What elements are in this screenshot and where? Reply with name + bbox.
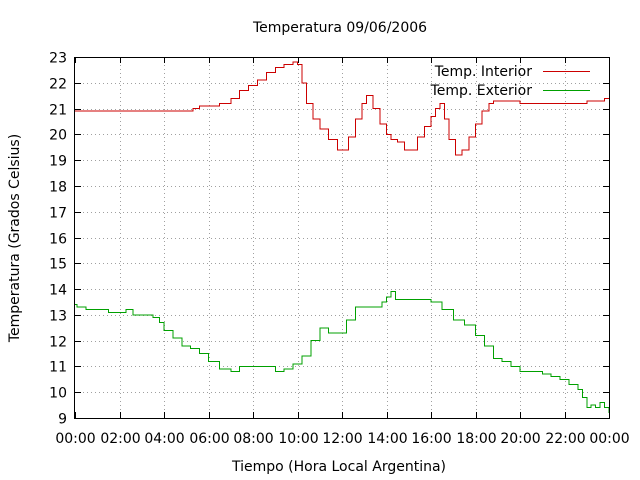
y-tick-label: 18 [49, 180, 67, 196]
x-tick-label: 16:00 [411, 431, 451, 447]
y-tick-label: 9 [58, 412, 67, 428]
chart-title: Temperatura 09/06/2006 [252, 20, 427, 36]
plot-frame [74, 57, 610, 419]
x-tick-label: 10:00 [278, 431, 318, 447]
x-tick-label: 14:00 [367, 431, 407, 447]
legend: Temp. Interior Temp. Exterior [430, 64, 590, 99]
y-tick-label: 16 [49, 232, 67, 248]
x-tick-label: 18:00 [456, 431, 496, 447]
x-tick-label: 06:00 [189, 431, 229, 447]
y-tick-label: 10 [49, 386, 67, 402]
x-tick-label: 22:00 [545, 431, 585, 447]
y-tick-label: 11 [49, 360, 67, 376]
y-tick-label: 19 [49, 154, 67, 170]
x-tick-label: 08:00 [233, 431, 273, 447]
y-tick-label: 20 [49, 128, 67, 144]
x-tick-label: 00:00 [589, 431, 629, 447]
x-tick-label: 00:00 [55, 431, 95, 447]
series-layer [75, 61, 610, 413]
x-axis-label: Tiempo (Hora Local Argentina) [231, 459, 446, 475]
y-tick-label: 17 [49, 206, 67, 222]
legend-label: Temp. Interior [434, 64, 533, 80]
y-axis-label: Temperatura (Grados Celsius) [7, 134, 23, 343]
grid-lines [75, 57, 609, 418]
x-tick-label: 04:00 [144, 431, 184, 447]
y-tick-label: 14 [49, 283, 67, 299]
y-tick-label: 22 [49, 77, 67, 93]
y-tick-label: 12 [49, 335, 67, 351]
x-tick-label: 12:00 [322, 431, 362, 447]
y-tick-label: 13 [49, 309, 67, 325]
series-line-interior [75, 61, 609, 156]
y-tick-label: 23 [49, 51, 67, 67]
y-tick-label: 21 [49, 103, 67, 119]
x-tick-label: 20:00 [500, 431, 540, 447]
x-tick-label: 02:00 [100, 431, 140, 447]
y-tick-label: 15 [49, 257, 67, 273]
series-line-exterior [75, 291, 610, 413]
legend-label: Temp. Exterior [430, 83, 533, 99]
